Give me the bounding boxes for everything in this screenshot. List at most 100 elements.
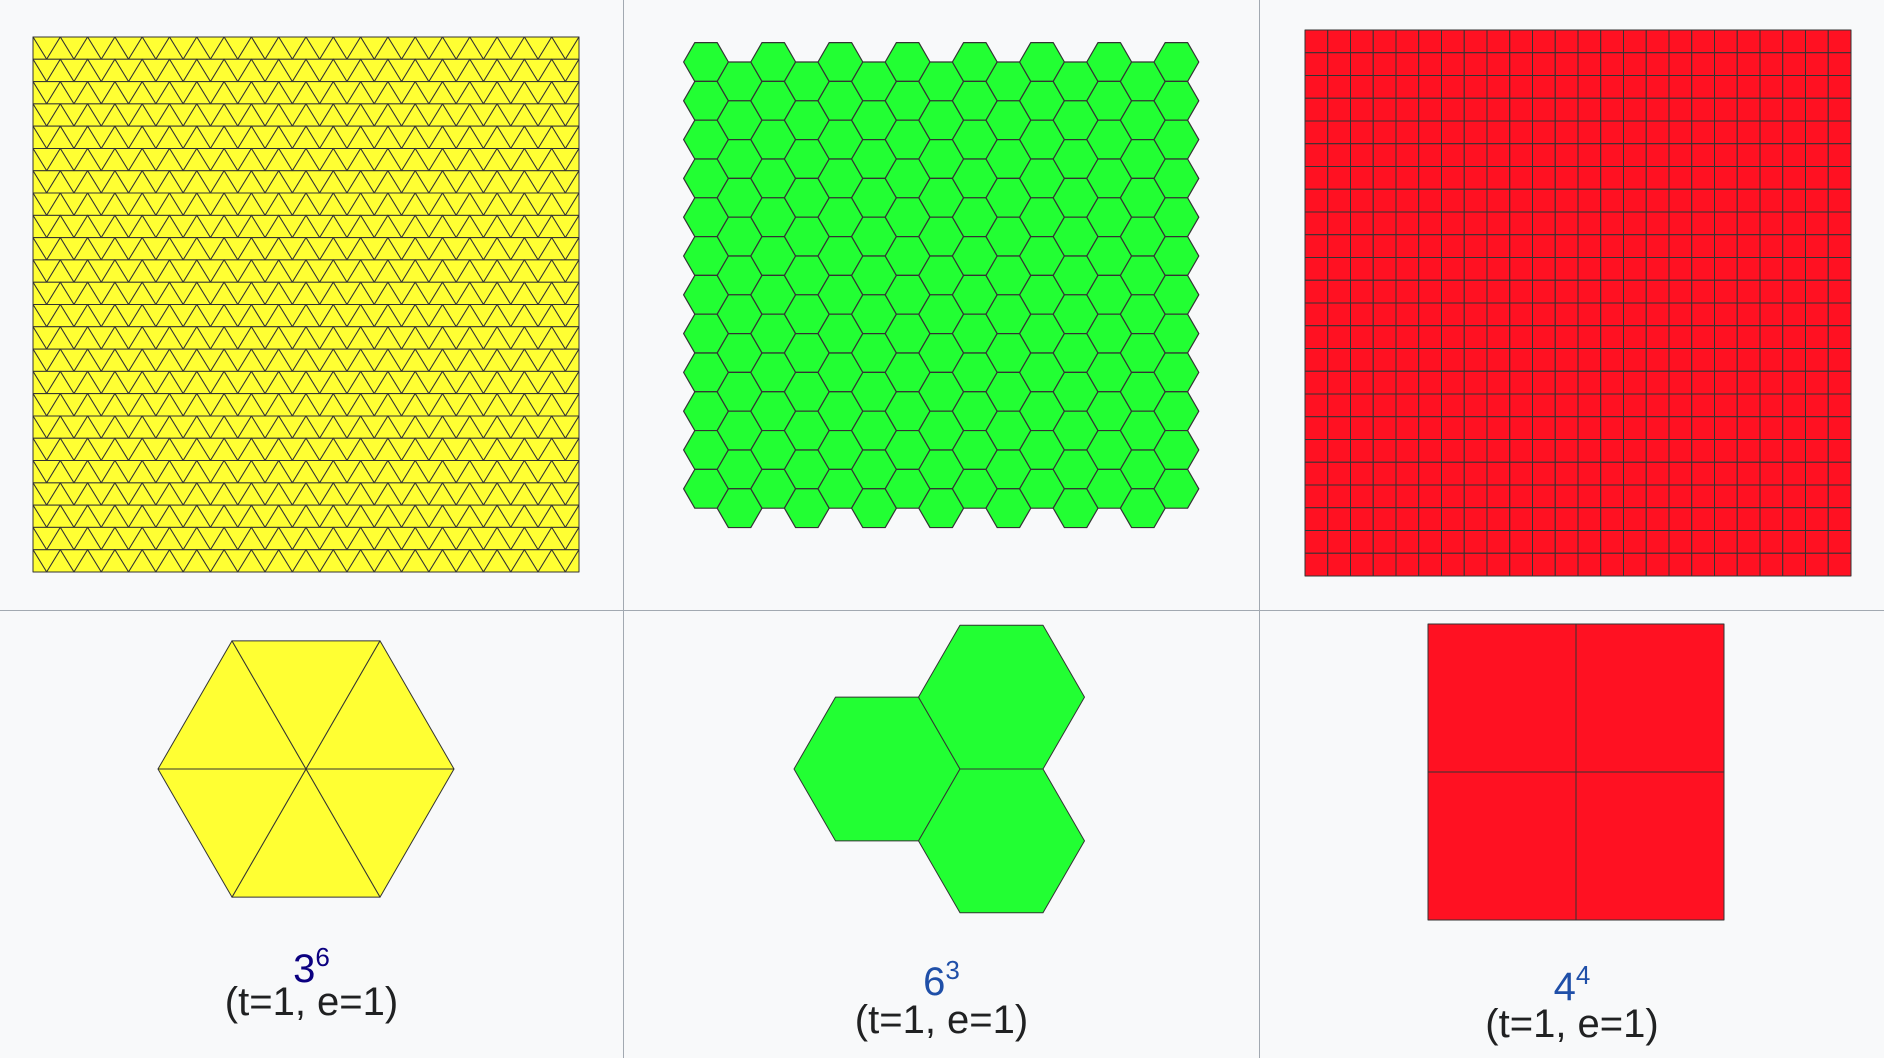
square-tile — [1759, 166, 1784, 190]
square-notation-caption: 44 — [1260, 960, 1884, 1009]
square-tile — [1418, 393, 1442, 418]
triangular-tiling-cell — [0, 0, 624, 611]
square-tile — [1759, 257, 1784, 281]
square-tile — [1418, 416, 1442, 440]
square-tile — [1623, 97, 1647, 122]
square-tile — [1782, 552, 1806, 577]
square-tile — [1805, 461, 1829, 486]
square-tile — [1645, 75, 1670, 99]
square-tile — [1827, 279, 1852, 304]
square-tile — [1395, 279, 1420, 304]
square-tile — [1805, 439, 1829, 463]
square-tile — [1577, 416, 1602, 440]
square-tile — [1577, 302, 1602, 327]
square-tile — [1691, 507, 1715, 531]
square-tile — [1486, 484, 1511, 509]
square-tile — [1827, 325, 1852, 349]
square-tile — [1372, 211, 1397, 236]
square-tile — [1691, 52, 1715, 76]
hexagonal-tiling-image[interactable] — [624, 0, 1259, 610]
square-tile — [1327, 439, 1351, 463]
square-tile — [1372, 143, 1397, 167]
square-tile — [1600, 234, 1624, 258]
square-tile — [1759, 143, 1784, 167]
square-tile — [1759, 97, 1784, 122]
square-tile — [1600, 143, 1624, 167]
square-tile — [1532, 302, 1556, 327]
square-tile — [1509, 370, 1533, 395]
square-tile — [1304, 484, 1329, 509]
triangle-tile — [209, 549, 239, 573]
square-tile — [1350, 29, 1374, 54]
square-tile — [1532, 279, 1556, 304]
square-tile — [1509, 507, 1533, 531]
triangular-tiling-image[interactable] — [0, 0, 623, 610]
triangular-vertex-figure[interactable] — [0, 611, 623, 1058]
square-tile — [1554, 393, 1579, 418]
square-tile — [1600, 370, 1624, 395]
square-tile — [1395, 507, 1420, 531]
square-tile — [1486, 211, 1511, 236]
triangle-tile — [346, 549, 375, 573]
square-tile — [1623, 166, 1647, 190]
triangular-vertex-cell: 36 (t=1, e=1) — [0, 611, 624, 1058]
square-tile — [1827, 234, 1852, 258]
square-tile — [1645, 302, 1670, 327]
square-tile — [1350, 461, 1374, 486]
square-tile — [1577, 188, 1602, 213]
square-tile — [1691, 439, 1715, 463]
square-tile — [1304, 52, 1329, 76]
square-tile — [1805, 507, 1829, 531]
vertex-square — [1427, 623, 1577, 773]
square-tile — [1327, 484, 1351, 509]
square-tile — [1304, 97, 1329, 122]
hexagonal-vertex-figure[interactable] — [624, 611, 1259, 1058]
square-tile — [1714, 393, 1738, 418]
square-tile — [1350, 75, 1374, 99]
triangular-notation-caption: 36 — [0, 942, 623, 991]
square-tile — [1509, 348, 1533, 372]
square-tile — [1372, 507, 1397, 531]
square-tile — [1600, 52, 1624, 76]
square-tile — [1441, 439, 1465, 463]
square-tile — [1486, 188, 1511, 213]
square-tile — [1350, 370, 1374, 395]
square-tile — [1304, 302, 1329, 327]
triangular-notation-link[interactable]: 36 — [293, 942, 330, 991]
square-tile — [1509, 211, 1533, 236]
square-tile — [1554, 302, 1579, 327]
triangle-tile — [537, 549, 566, 573]
hexagonal-tiling-cell — [624, 0, 1260, 611]
square-tile — [1827, 484, 1852, 509]
square-tile — [1554, 439, 1579, 463]
square-tile — [1441, 166, 1465, 190]
square-tile — [1395, 461, 1420, 486]
square-tile — [1463, 325, 1488, 349]
square-tile — [1463, 439, 1488, 463]
square-vertex-figure[interactable] — [1260, 611, 1884, 1058]
square-tile — [1486, 325, 1511, 349]
square-tile — [1782, 325, 1806, 349]
triangle-tile — [73, 549, 102, 573]
square-tile — [1509, 393, 1533, 418]
square-tile — [1327, 166, 1351, 190]
square-tile — [1327, 97, 1351, 122]
square-tile — [1645, 484, 1670, 509]
square-tile — [1782, 52, 1806, 76]
square-tile — [1532, 416, 1556, 440]
square-tile — [1486, 52, 1511, 76]
square-tile — [1350, 166, 1374, 190]
square-tile — [1805, 166, 1829, 190]
square-notation-link[interactable]: 44 — [1553, 960, 1591, 1009]
square-tiling-image[interactable] — [1260, 0, 1884, 610]
square-tile — [1782, 348, 1806, 372]
square-tile — [1418, 530, 1442, 554]
square-tile — [1350, 507, 1374, 531]
square-tile — [1805, 302, 1829, 327]
square-tile — [1554, 75, 1579, 99]
square-tile — [1509, 552, 1533, 577]
square-tile — [1645, 552, 1670, 577]
square-tile — [1736, 416, 1761, 440]
hexagonal-notation-link[interactable]: 63 — [923, 955, 960, 1004]
square-tile — [1714, 552, 1738, 577]
